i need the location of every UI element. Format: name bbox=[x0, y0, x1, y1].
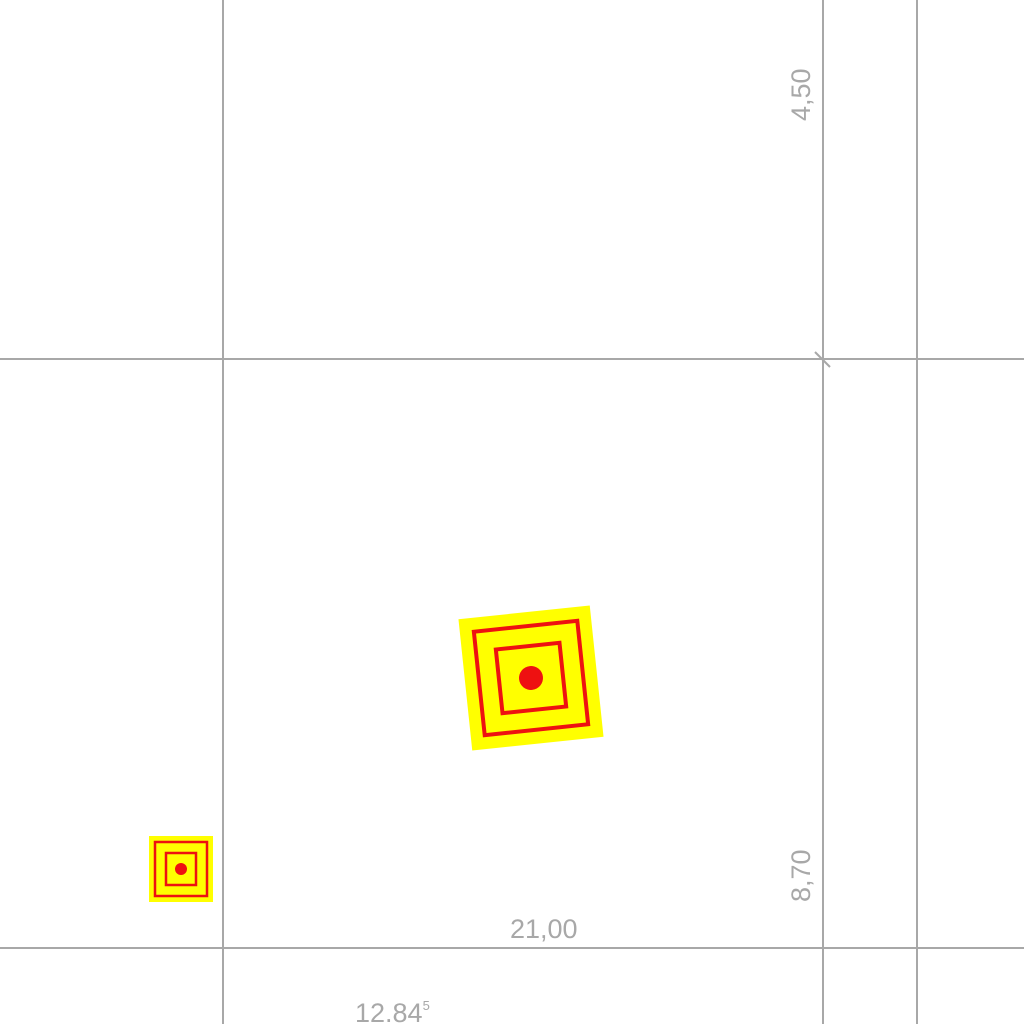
target-square-icon bbox=[149, 836, 213, 902]
corner-tick bbox=[814, 351, 831, 368]
parcel-number-label: 12.845 bbox=[355, 998, 430, 1024]
dimension-label-bottom: 21,00 bbox=[510, 914, 578, 944]
small-target-marker[interactable] bbox=[149, 836, 213, 902]
parcel-number-main: 12.84 bbox=[355, 998, 423, 1024]
large-target-marker[interactable] bbox=[458, 605, 604, 751]
parcel-number-superscript: 5 bbox=[423, 998, 430, 1013]
dimension-label-bottom-right: 8,70 bbox=[786, 849, 816, 902]
target-square-icon bbox=[458, 605, 604, 751]
dimension-label-top-right: 4,50 bbox=[786, 68, 816, 121]
